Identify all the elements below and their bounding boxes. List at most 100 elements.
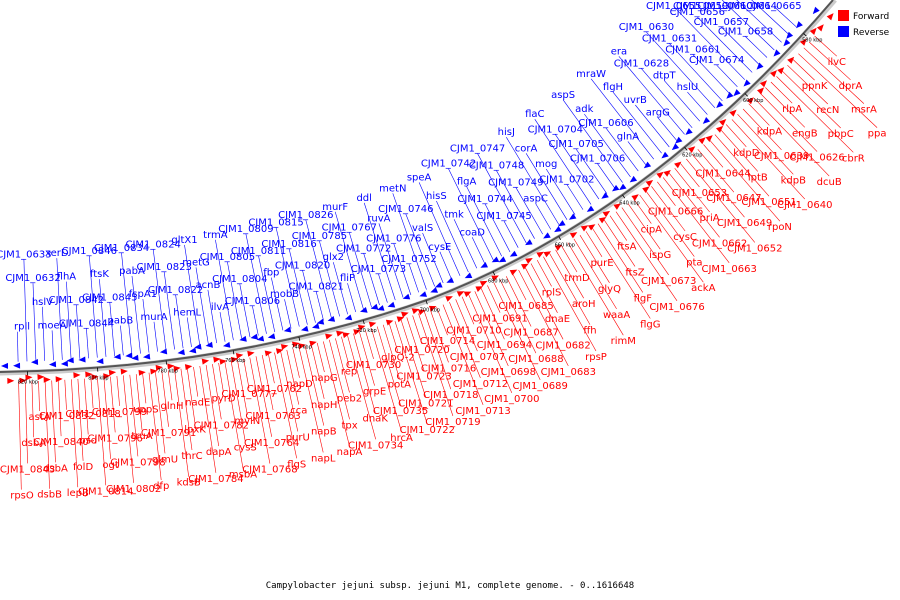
forward-gene-arrow	[336, 330, 344, 337]
leader-line	[249, 357, 271, 464]
gene-label: rplS	[542, 287, 562, 298]
gene-label: CJM1_0721	[398, 398, 453, 409]
gene-label: cysE	[428, 242, 451, 253]
forward-gene-arrow	[602, 210, 611, 218]
reverse-gene-arrow	[675, 136, 683, 144]
gene-label: cysS	[234, 443, 257, 454]
forward-gene-arrow	[325, 333, 333, 340]
leader-line	[590, 78, 655, 160]
gene-label: ispG	[649, 250, 671, 261]
leader-line	[334, 211, 364, 310]
genome-backbone	[0, 0, 834, 373]
leader-line	[618, 56, 685, 135]
leader-line	[57, 380, 62, 437]
leader-line	[310, 344, 325, 399]
leader-line	[71, 379, 79, 488]
leader-line	[323, 341, 350, 447]
gene-label: potA	[388, 379, 411, 390]
gene-label: CJM1_0846	[62, 246, 117, 257]
leader-line	[543, 256, 597, 352]
leader-line	[378, 273, 388, 303]
leader-line	[792, 59, 815, 81]
leader-line	[86, 328, 89, 359]
gene-label: CJM1_0647	[706, 193, 761, 204]
gene-label: ogt	[102, 460, 118, 471]
gene-label: CJM1_0752	[381, 254, 436, 265]
leader-line	[471, 237, 486, 265]
gene-label: CJM1_0662	[692, 238, 747, 249]
gene-label: waaA	[603, 310, 630, 321]
forward-gene-arrow	[445, 296, 453, 302]
scale-tick	[492, 271, 496, 276]
leader-line	[64, 379, 67, 410]
gene-label: napA	[337, 447, 363, 458]
forward-gene-arrow	[73, 372, 81, 379]
reverse-gene-arrow	[96, 358, 104, 365]
leader-line	[503, 221, 519, 248]
gene-label: CJM1_0822	[148, 285, 203, 296]
leader-line	[545, 168, 576, 215]
scale-tick-label: 640 kbp	[619, 201, 639, 207]
gene-label: msrA	[851, 105, 877, 116]
legend-forward-swatch	[838, 10, 849, 21]
gene-label: tmk	[444, 209, 464, 220]
gene-label: dtpT	[653, 71, 677, 82]
leader-line	[436, 200, 469, 273]
reverse-gene-arrow	[619, 183, 627, 191]
scale-tick-label: 780 kbp	[157, 369, 177, 375]
gene-label: hrcA	[390, 433, 413, 444]
gene-label: rpsP	[585, 352, 607, 363]
gene-label: murA	[140, 312, 167, 323]
leader-line	[163, 272, 175, 350]
leader-line	[499, 279, 537, 354]
leader-line	[347, 283, 356, 313]
scale-tick-label: 760 kbp	[225, 358, 245, 364]
gene-label: fspA1	[129, 289, 157, 300]
gene-label: CJM1_0832	[39, 411, 94, 422]
reverse-gene-arrow	[360, 307, 368, 313]
gene-label: nadE	[185, 398, 210, 409]
gene-label: CJM1_0689	[513, 381, 568, 392]
leader-line	[808, 41, 851, 81]
leader-line	[347, 335, 376, 440]
leader-line	[212, 364, 222, 420]
leader-line	[525, 153, 568, 220]
leader-line	[44, 380, 50, 489]
gene-label: ilvC	[828, 57, 846, 68]
leader-line	[506, 137, 560, 225]
forward-gene-arrow	[55, 376, 63, 383]
gene-label: napL	[311, 453, 336, 464]
gene-label: lpxK	[184, 424, 206, 435]
leader-line	[230, 360, 246, 442]
leader-line	[429, 309, 449, 363]
leader-line	[669, 43, 723, 102]
leader-line	[765, 87, 806, 128]
leader-line	[274, 352, 297, 459]
forward-gene-arrow	[525, 258, 533, 264]
leader-line	[466, 186, 502, 257]
gene-label: grpE	[363, 387, 386, 398]
gene-label: CJM1_0707	[450, 352, 505, 363]
leader-line	[680, 163, 700, 188]
gene-label: ppnK	[802, 81, 828, 92]
gene-label: CJM1_0748	[469, 161, 524, 172]
leader-line	[518, 269, 569, 367]
scale-tick-label: 700 kbp	[420, 308, 440, 314]
leader-line	[714, 134, 770, 197]
leader-line	[363, 253, 380, 306]
gene-label: kdsB	[177, 478, 201, 489]
leader-line	[359, 331, 375, 386]
gene-label: ftsZ	[625, 267, 644, 278]
gene-label: CJM1_0823	[137, 262, 192, 273]
leader-line	[32, 283, 37, 362]
reverse-gene-arrow	[480, 262, 488, 268]
leader-line	[721, 0, 775, 51]
leader-line	[215, 239, 234, 341]
leader-line	[627, 203, 661, 250]
leader-line	[23, 259, 28, 362]
forward-gene-arrow	[787, 56, 795, 64]
leader-line	[781, 70, 841, 129]
gene-label: purE	[590, 258, 613, 269]
forward-gene-arrow	[587, 224, 596, 231]
scale-tick-label: 740 kbp	[291, 345, 311, 351]
